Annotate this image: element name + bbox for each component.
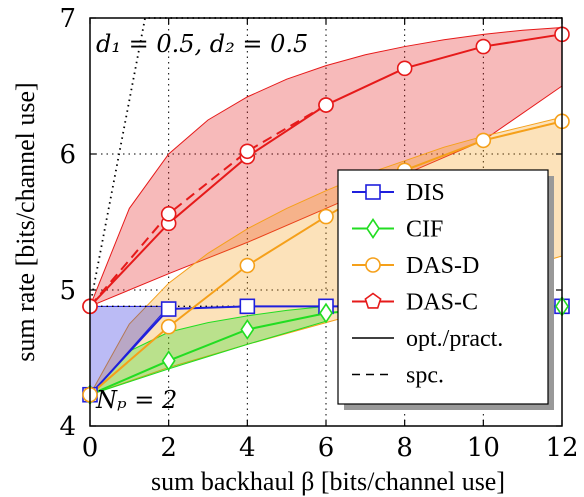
legend-items: DIS CIF DAS-D DAS-C opt./pract. spc. bbox=[352, 180, 503, 389]
band-upper-das-c-0 bbox=[89, 27, 563, 307]
point-das-d-solid-3 bbox=[318, 208, 334, 225]
legend-label-4: opt./pract. bbox=[406, 326, 503, 352]
legend-label-2: DAS-D bbox=[406, 253, 479, 279]
x-axis-label: sum backhaul β [bits/channel use] bbox=[151, 467, 505, 496]
legend-marker-3 bbox=[364, 292, 382, 309]
x-tick-label-4: 8 bbox=[396, 433, 413, 463]
y-tick-label-1: 5 bbox=[59, 276, 76, 306]
point-das-c-solid-5 bbox=[475, 38, 492, 55]
legend-marker-0 bbox=[365, 184, 381, 200]
point-cif-solid-3 bbox=[319, 302, 333, 324]
legend-label-5: spc. bbox=[406, 363, 444, 389]
point-das-d-solid-5 bbox=[475, 132, 492, 149]
point-das-c-solid-4 bbox=[396, 60, 413, 77]
point-dis-solid-1 bbox=[160, 301, 177, 317]
point-das-d-solid-2 bbox=[239, 257, 256, 274]
legend-label-3: DAS-C bbox=[406, 290, 478, 316]
annotation-np: Nₚ = 2 bbox=[95, 386, 177, 414]
x-tick-label-0: 0 bbox=[82, 433, 99, 463]
point-das-c-dashed-3 bbox=[318, 97, 334, 113]
annotation-d-values: d₁ = 0.5, d₂ = 0.5 bbox=[96, 30, 308, 58]
point-das-c-dashed-2 bbox=[239, 143, 256, 160]
legend: DIS CIF DAS-D DAS-C opt./pract. spc. bbox=[337, 169, 554, 410]
y-tick-label-2: 6 bbox=[59, 140, 76, 170]
y-axis-label: sum rate [bits/channel use] bbox=[11, 82, 40, 361]
x-tick-label-5: 10 bbox=[467, 433, 500, 463]
x-tick-label-3: 6 bbox=[318, 433, 335, 463]
band-cif-2 bbox=[90, 306, 326, 395]
tick-layer: 0 2 4 6 8 10 12 4 5 6 7 bbox=[59, 4, 578, 463]
y-tick-label-0: 4 bbox=[59, 412, 76, 442]
point-cif-solid-1 bbox=[161, 350, 176, 372]
y-tick-label-3: 7 bbox=[59, 4, 76, 34]
point-das-c-dashed-1 bbox=[160, 206, 177, 222]
legend-label-1: CIF bbox=[406, 217, 443, 243]
point-das-d-solid-1 bbox=[160, 318, 177, 335]
x-tick-label-1: 2 bbox=[160, 433, 177, 463]
legend-box bbox=[337, 169, 549, 405]
point-cif-solid-2 bbox=[240, 318, 255, 340]
x-tick-label-2: 4 bbox=[239, 433, 256, 463]
point-dis-solid-2 bbox=[239, 298, 256, 315]
legend-marker-2 bbox=[365, 257, 381, 273]
band-lower-cif-2 bbox=[89, 320, 327, 396]
legend-label-0: DIS bbox=[406, 180, 445, 206]
legend-marker-1 bbox=[366, 218, 380, 239]
x-tick-label-6: 12 bbox=[545, 433, 578, 463]
band-das-c-0 bbox=[90, 27, 562, 307]
